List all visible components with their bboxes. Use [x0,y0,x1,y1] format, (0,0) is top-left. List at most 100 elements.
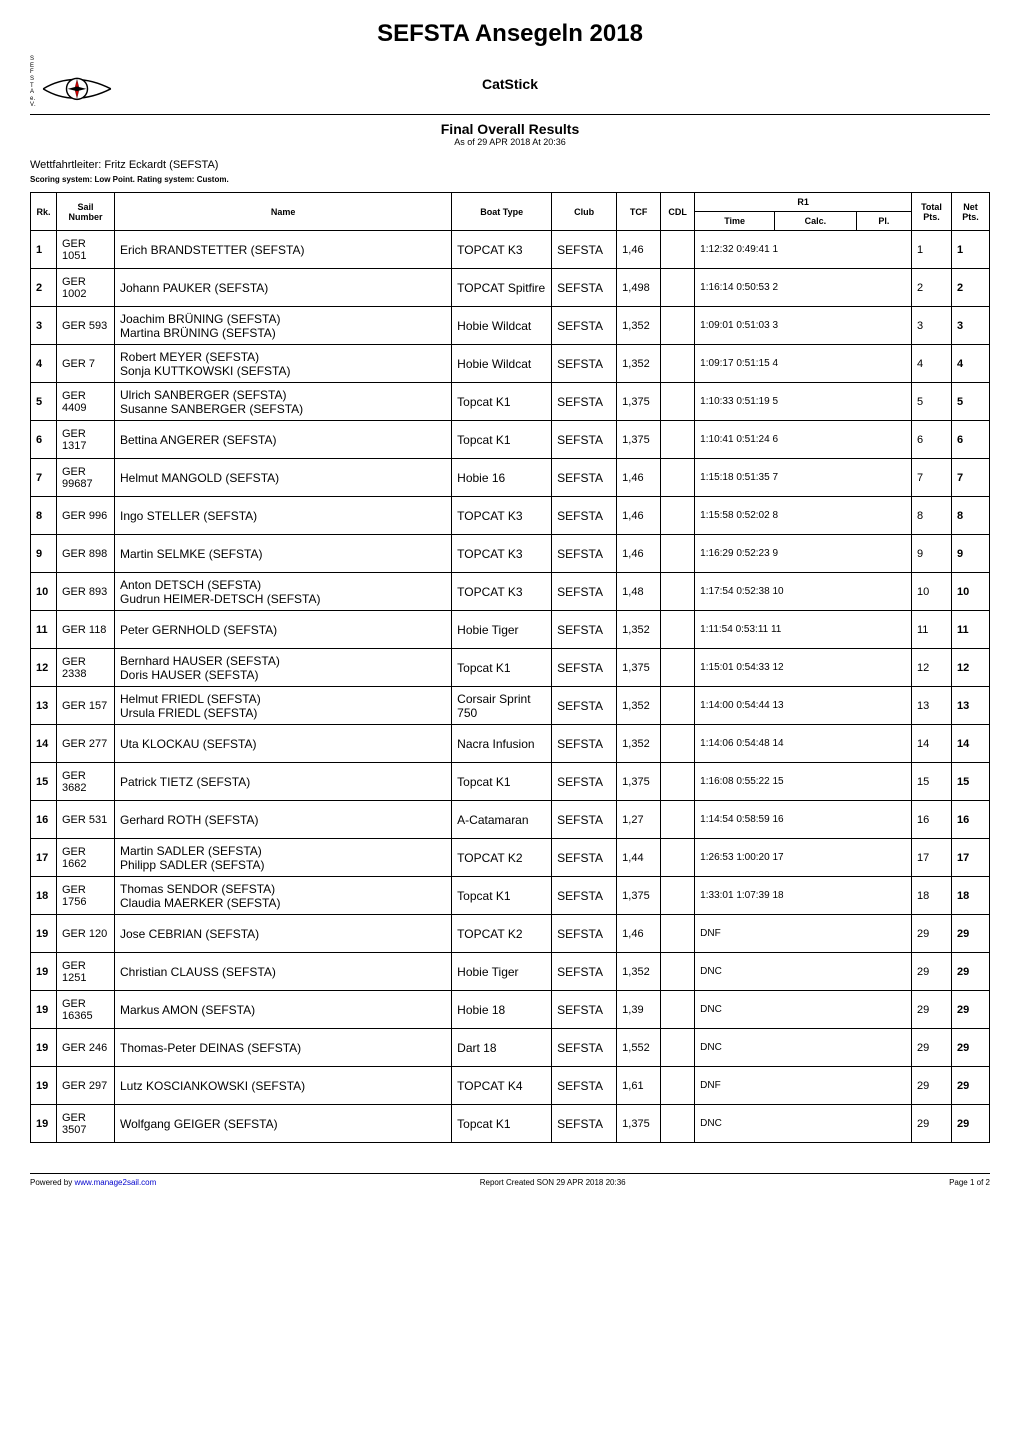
cell-r1: 1:33:01 1:07:39 18 [695,877,912,915]
cell-boat: Topcat K1 [452,877,552,915]
cell-r1: 1:15:18 0:51:35 7 [695,459,912,497]
cell-rk: 14 [31,725,57,763]
cell-cdl [661,497,695,535]
cell-club: SEFSTA [552,307,617,345]
table-row: 12GER 2338Bernhard HAUSER (SEFSTA) Doris… [31,649,990,687]
cell-sail: GER 1756 [57,877,115,915]
cell-cdl [661,953,695,991]
cell-rk: 19 [31,915,57,953]
cell-sail: GER 246 [57,1029,115,1067]
cell-net: 16 [952,801,990,839]
compass-icon [42,64,112,102]
cell-net: 29 [952,1105,990,1143]
th-boat: Boat Type [452,193,552,231]
cell-name: Helmut FRIEDL (SEFSTA) Ursula FRIEDL (SE… [115,687,452,725]
cell-name: Helmut MANGOLD (SEFSTA) [115,459,452,497]
cell-cdl [661,421,695,459]
cell-net: 5 [952,383,990,421]
cell-r1: DNC [695,1105,912,1143]
cell-club: SEFSTA [552,611,617,649]
th-total: Total Pts. [912,193,952,231]
cell-name: Jose CEBRIAN (SEFSTA) [115,915,452,953]
cell-tcf: 1,375 [617,649,661,687]
cell-club: SEFSTA [552,421,617,459]
cell-net: 10 [952,573,990,611]
cell-net: 1 [952,231,990,269]
cell-name: Markus AMON (SEFSTA) [115,991,452,1029]
cell-boat: Hobie 18 [452,991,552,1029]
table-row: 19GER 3507Wolfgang GEIGER (SEFSTA)Topcat… [31,1105,990,1143]
wettfahrtleiter: Wettfahrtleiter: Fritz Eckardt (SEFSTA) [30,159,990,171]
cell-rk: 19 [31,1105,57,1143]
cell-name: Robert MEYER (SEFSTA) Sonja KUTTKOWSKI (… [115,345,452,383]
cell-net: 29 [952,915,990,953]
table-row: 6GER 1317Bettina ANGERER (SEFSTA)Topcat … [31,421,990,459]
cell-name: Gerhard ROTH (SEFSTA) [115,801,452,839]
cell-r1: 1:14:00 0:54:44 13 [695,687,912,725]
cell-name: Martin SADLER (SEFSTA) Philipp SADLER (S… [115,839,452,877]
cell-boat: Hobie 16 [452,459,552,497]
cell-boat: TOPCAT K3 [452,497,552,535]
table-row: 19GER 246Thomas-Peter DEINAS (SEFSTA)Dar… [31,1029,990,1067]
table-row: 2GER 1002Johann PAUKER (SEFSTA)TOPCAT Sp… [31,269,990,307]
cell-club: SEFSTA [552,763,617,801]
footer-left: Powered by www.manage2sail.com [30,1178,156,1187]
cell-rk: 19 [31,991,57,1029]
cell-net: 17 [952,839,990,877]
cell-cdl [661,687,695,725]
cell-rk: 5 [31,383,57,421]
th-r1-pl: Pl. [856,212,911,231]
cell-total: 29 [912,1067,952,1105]
cell-tcf: 1,46 [617,459,661,497]
cell-r1: 1:17:54 0:52:38 10 [695,573,912,611]
cell-sail: GER 1662 [57,839,115,877]
cell-net: 12 [952,649,990,687]
cell-r1: 1:15:01 0:54:33 12 [695,649,912,687]
cell-sail: GER 4409 [57,383,115,421]
cell-name: Patrick TIETZ (SEFSTA) [115,763,452,801]
cell-r1: 1:16:14 0:50:53 2 [695,269,912,307]
th-rk: Rk. [31,193,57,231]
cell-total: 7 [912,459,952,497]
cell-name: Ingo STELLER (SEFSTA) [115,497,452,535]
cell-tcf: 1,352 [617,307,661,345]
cell-rk: 2 [31,269,57,307]
cell-name: Lutz KOSCIANKOWSKI (SEFSTA) [115,1067,452,1105]
footer-link[interactable]: www.manage2sail.com [74,1178,156,1187]
cell-rk: 8 [31,497,57,535]
cell-name: Wolfgang GEIGER (SEFSTA) [115,1105,452,1143]
cell-name: Uta KLOCKAU (SEFSTA) [115,725,452,763]
cell-net: 29 [952,953,990,991]
th-r1-calc: Calc. [775,212,857,231]
cell-net: 7 [952,459,990,497]
cell-net: 29 [952,1067,990,1105]
cell-net: 9 [952,535,990,573]
cell-boat: TOPCAT K3 [452,231,552,269]
cell-total: 1 [912,231,952,269]
th-r1-time: Time [695,212,775,231]
cell-cdl [661,725,695,763]
cell-cdl [661,801,695,839]
cell-boat: Nacra Infusion [452,725,552,763]
cell-total: 29 [912,1029,952,1067]
cell-cdl [661,839,695,877]
logo: S E F S T A e. V. [30,60,140,105]
table-row: 15GER 3682Patrick TIETZ (SEFSTA)Topcat K… [31,763,990,801]
cell-total: 13 [912,687,952,725]
cell-total: 18 [912,877,952,915]
cell-r1: 1:12:32 0:49:41 1 [695,231,912,269]
footer: Powered by www.manage2sail.com Report Cr… [30,1173,990,1187]
cell-sail: GER 118 [57,611,115,649]
cell-boat: TOPCAT K2 [452,915,552,953]
cell-r1: DNC [695,953,912,991]
cell-cdl [661,915,695,953]
cell-club: SEFSTA [552,649,617,687]
cell-net: 13 [952,687,990,725]
cell-rk: 16 [31,801,57,839]
table-row: 3GER 593Joachim BRÜNING (SEFSTA) Martina… [31,307,990,345]
cell-rk: 12 [31,649,57,687]
cell-sail: GER 898 [57,535,115,573]
cell-tcf: 1,375 [617,1105,661,1143]
cell-sail: GER 99687 [57,459,115,497]
cell-tcf: 1,375 [617,877,661,915]
